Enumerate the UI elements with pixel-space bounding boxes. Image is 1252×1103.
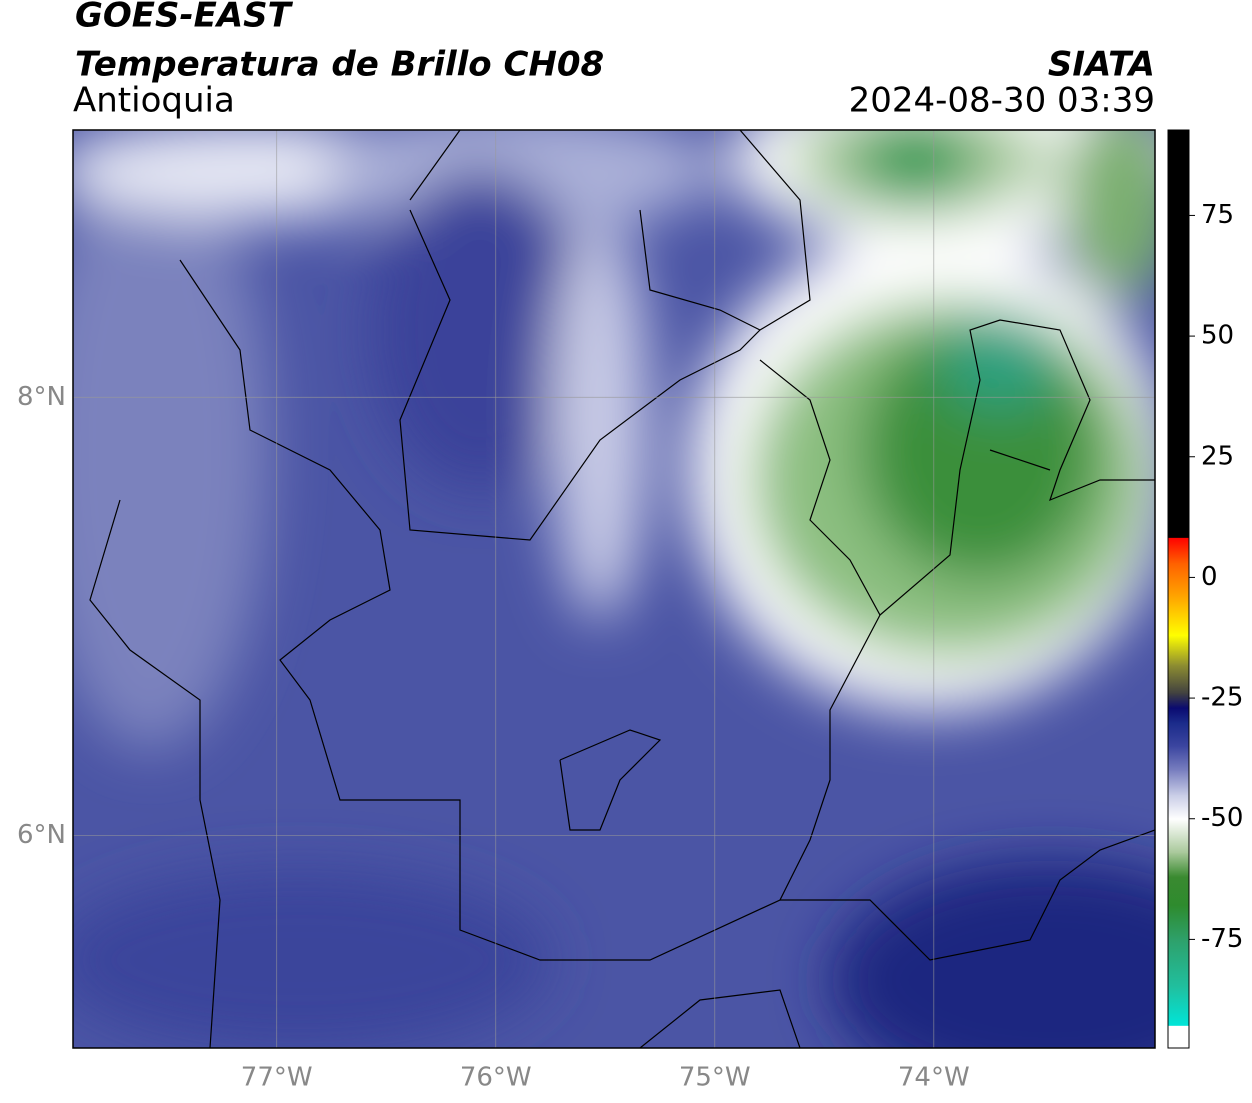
colorbar-frame bbox=[1167, 129, 1190, 1049]
colorbar-tick-label: -50 bbox=[1201, 803, 1243, 833]
colorbar-tick-label: 50 bbox=[1201, 321, 1234, 351]
colorbar-segment bbox=[1168, 693, 1189, 709]
colorbar-segment bbox=[1168, 746, 1189, 771]
colorbar-segment bbox=[1168, 770, 1189, 796]
colorbar-tick-label: 0 bbox=[1201, 562, 1218, 592]
colorbar-segment bbox=[1168, 1025, 1189, 1049]
colorbar-tick-label: -25 bbox=[1201, 683, 1243, 713]
subtitle: Temperatura de Brillo CH08 bbox=[75, 45, 604, 85]
timestamp: 2024-08-30 03:39 bbox=[849, 81, 1155, 121]
x-tick-label: 74°W bbox=[898, 1063, 970, 1093]
map-frame bbox=[72, 129, 1156, 1049]
colorbar-tick-label: 25 bbox=[1201, 441, 1234, 471]
colorbar-segment bbox=[1168, 794, 1189, 820]
colorbar-segment bbox=[1168, 707, 1189, 723]
x-tick-label: 77°W bbox=[241, 1063, 313, 1093]
x-tick-label: 75°W bbox=[679, 1063, 751, 1093]
colorbar-segment bbox=[1168, 635, 1189, 665]
title: GOES-EAST bbox=[75, 0, 294, 36]
colorbar-segment bbox=[1168, 852, 1189, 878]
colorbar-segment bbox=[1168, 562, 1189, 603]
source: SIATA bbox=[1048, 45, 1155, 85]
colorbar-segment bbox=[1168, 722, 1189, 747]
colorbar-segment bbox=[1168, 601, 1189, 636]
colorbar-segment bbox=[1168, 664, 1189, 694]
colorbar-tick-label: -75 bbox=[1201, 924, 1243, 954]
region: Antioquia bbox=[73, 81, 235, 121]
colorbar-segment bbox=[1168, 876, 1189, 907]
colorbar-segment bbox=[1168, 939, 1189, 989]
colorbar-segment bbox=[1168, 987, 1189, 1026]
colorbar-segment bbox=[1168, 537, 1189, 564]
colorbar-tick-label: 75 bbox=[1201, 200, 1234, 230]
map-field bbox=[73, 130, 1155, 1048]
colorbar-segment bbox=[1168, 905, 1189, 940]
y-tick-label: 6°N bbox=[17, 820, 66, 850]
colorbar-segment bbox=[1168, 130, 1189, 538]
x-tick-label: 76°W bbox=[460, 1063, 532, 1093]
y-tick-label: 8°N bbox=[17, 382, 66, 412]
colorbar-segment bbox=[1168, 818, 1189, 854]
